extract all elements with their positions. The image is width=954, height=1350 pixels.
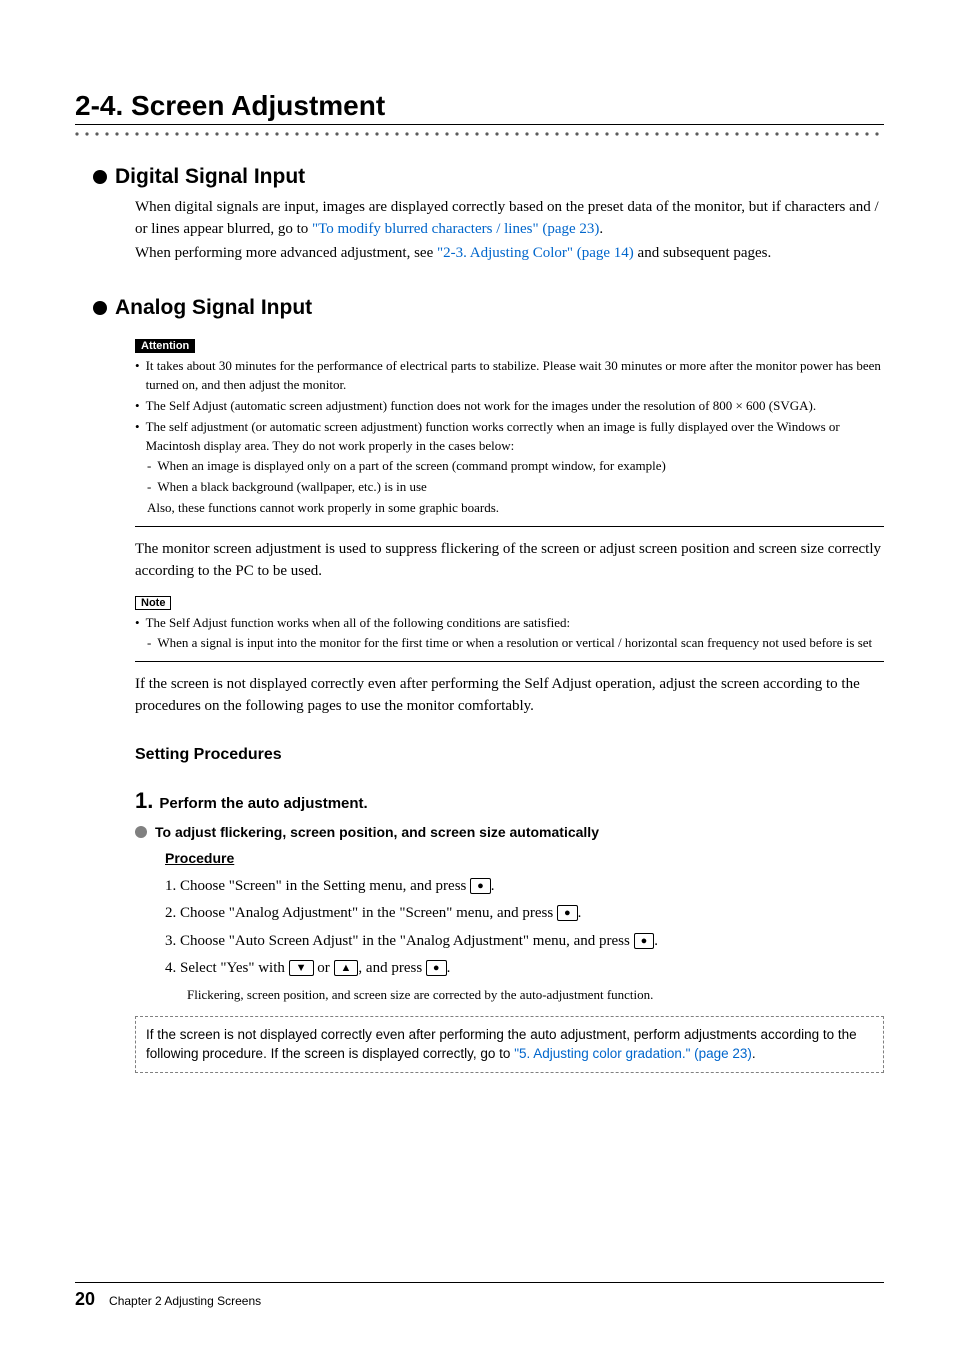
link-color-gradation[interactable]: "5. Adjusting color gradation." (page 23… <box>514 1046 752 1061</box>
bullet-icon <box>135 826 147 838</box>
link-blurred-chars[interactable]: "To modify blurred characters / lines" (… <box>312 221 599 237</box>
attention-item-2: The Self Adjust (automatic screen adjust… <box>146 397 817 416</box>
proc-result: Flickering, screen position, and screen … <box>187 984 884 1006</box>
note-item-1a: When a signal is input into the monitor … <box>157 634 872 653</box>
link-adjusting-color[interactable]: "2-3. Adjusting Color" (page 14) <box>437 245 634 261</box>
step-number: 1. <box>135 788 153 814</box>
digital-p1b: . <box>599 221 603 237</box>
setting-procedures-heading: Setting Procedures <box>135 746 884 764</box>
auto-adjust-subheading: To adjust flickering, screen position, a… <box>135 824 884 840</box>
punct: . <box>654 933 658 949</box>
down-button-icon: ▼ <box>289 960 314 976</box>
up-button-icon: ▲ <box>334 960 359 976</box>
step-1-heading: 1. Perform the auto adjustment. <box>135 788 884 814</box>
page-footer: 20 Chapter 2 Adjusting Screens <box>75 1282 884 1310</box>
digital-p2a: When performing more advanced adjustment… <box>135 245 437 261</box>
bullet-icon <box>93 170 107 184</box>
chapter-label: Chapter 2 Adjusting Screens <box>109 1294 261 1308</box>
procedure-label: Procedure <box>165 850 884 866</box>
proc-step-3: 3. Choose "Auto Screen Adjust" in the "A… <box>165 933 634 949</box>
attention-item-1: It takes about 30 minutes for the perfor… <box>146 357 884 395</box>
punct: . <box>447 960 451 976</box>
enter-button-icon: ● <box>426 960 447 976</box>
step-label: Perform the auto adjustment. <box>159 795 367 812</box>
enter-button-icon: ● <box>557 905 578 921</box>
bullet-icon <box>93 301 107 315</box>
section-dots <box>75 131 884 139</box>
digital-body: When digital signals are input, images a… <box>135 197 884 264</box>
punct: . <box>491 878 495 894</box>
callout-text-2: . <box>752 1046 756 1061</box>
proc-step-1: 1. Choose "Screen" in the Setting menu, … <box>165 878 470 894</box>
procedure-steps: 1. Choose "Screen" in the Setting menu, … <box>165 874 884 1006</box>
enter-button-icon: ● <box>470 878 491 894</box>
attention-item-3a: When an image is displayed only on a par… <box>157 457 666 476</box>
attention-item-3b: When a black background (wallpaper, etc.… <box>157 478 426 497</box>
auto-adjust-subheading-text: To adjust flickering, screen position, a… <box>155 824 599 840</box>
proc-step-4a: 4. Select "Yes" with <box>165 960 289 976</box>
note-list: •The Self Adjust function works when all… <box>135 614 884 663</box>
digital-heading-text: Digital Signal Input <box>115 165 305 189</box>
attention-item-3c: Also, these functions cannot work proper… <box>147 499 884 518</box>
attention-list: •It takes about 30 minutes for the perfo… <box>135 357 884 527</box>
digital-p2b: and subsequent pages. <box>634 245 771 261</box>
digital-heading: Digital Signal Input <box>93 165 884 189</box>
analog-heading: Analog Signal Input <box>93 296 884 320</box>
attention-item-3: The self adjustment (or automatic screen… <box>146 418 884 456</box>
punct: . <box>578 905 582 921</box>
note-item-1: The Self Adjust function works when all … <box>146 614 571 633</box>
note-badge: Note <box>135 596 171 610</box>
analog-para1: The monitor screen adjustment is used to… <box>135 539 884 583</box>
analog-para1-text: The monitor screen adjustment is used to… <box>135 539 884 583</box>
proc-step-4b: or <box>314 960 334 976</box>
attention-badge: Attention <box>135 339 195 353</box>
analog-para2: If the screen is not displayed correctly… <box>135 674 884 718</box>
page-number: 20 <box>75 1289 95 1310</box>
analog-para2-text: If the screen is not displayed correctly… <box>135 674 884 718</box>
proc-step-4c: , and press <box>358 960 426 976</box>
callout-box: If the screen is not displayed correctly… <box>135 1016 884 1073</box>
proc-step-2: 2. Choose "Analog Adjustment" in the "Sc… <box>165 905 557 921</box>
enter-button-icon: ● <box>634 933 655 949</box>
section-heading: 2-4. Screen Adjustment <box>75 90 884 125</box>
analog-heading-text: Analog Signal Input <box>115 296 312 320</box>
